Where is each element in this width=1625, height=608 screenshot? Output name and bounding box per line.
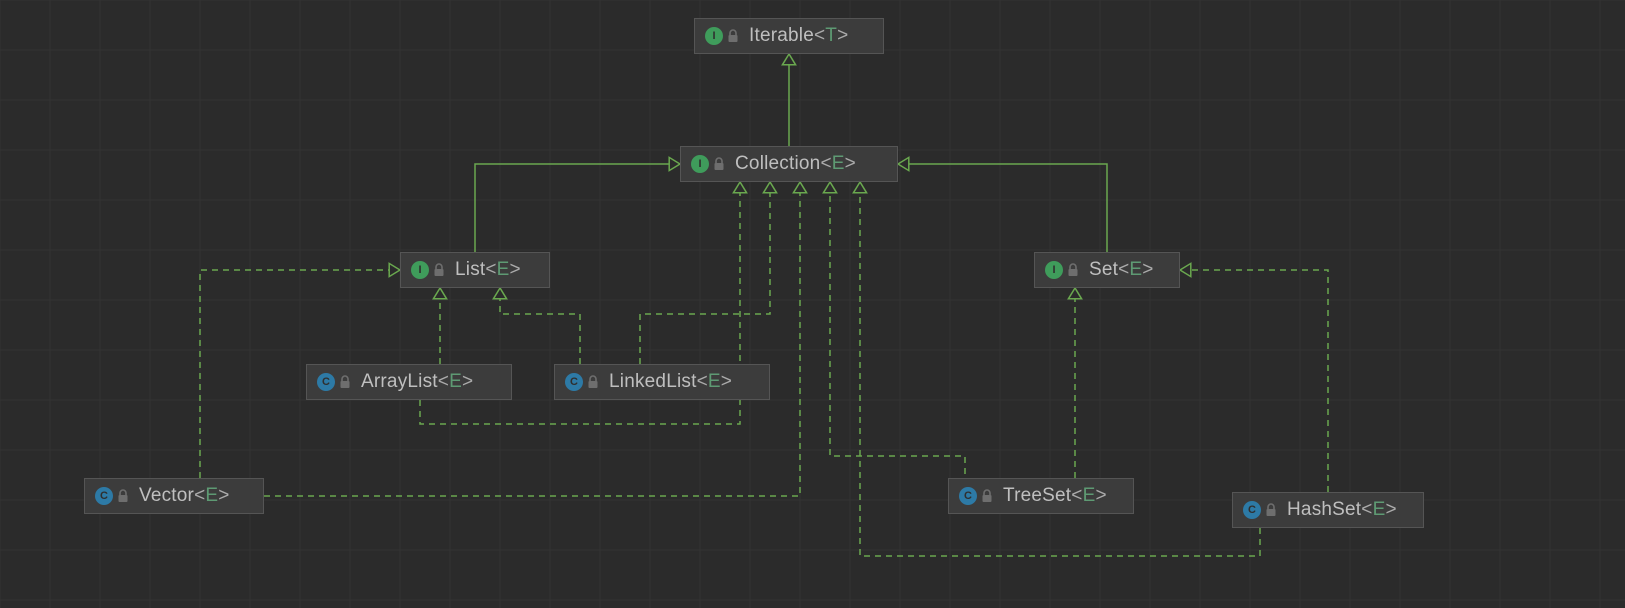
class-badge-icon: C [317,373,335,391]
generic-close: > [845,153,856,174]
generic-open: < [1071,485,1082,506]
lock-icon [727,29,739,43]
lock-icon [713,157,725,171]
generic-close: > [1095,485,1106,506]
lock-icon [1067,263,1079,277]
node-vector[interactable]: C Vector<E> [84,478,264,514]
node-linkedlist[interactable]: C LinkedList<E> [554,364,770,400]
node-label: List<E> [455,259,521,281]
generic-param: E [497,259,510,280]
generic-open: < [1361,499,1372,520]
node-label: Iterable<T> [749,25,848,47]
interface-badge-icon: I [705,27,723,45]
generic-param: E [1083,485,1096,506]
uml-canvas: IIterable<T>ICollection<E>IList<E>ISet<E… [0,0,1625,608]
generic-open: < [485,259,496,280]
generic-close: > [1385,499,1396,520]
generic-param: E [449,371,462,392]
generic-param: T [825,25,837,46]
type-name: HashSet [1287,499,1361,520]
node-label: ArrayList<E> [361,371,473,393]
generic-param: E [1373,499,1386,520]
generic-open: < [814,25,825,46]
type-name: TreeSet [1003,485,1071,506]
lock-icon [433,263,445,277]
type-name: List [455,259,485,280]
type-name: LinkedList [609,371,697,392]
generic-param: E [832,153,845,174]
interface-badge-icon: I [411,261,429,279]
generic-close: > [510,259,521,280]
type-name: Iterable [749,25,814,46]
node-arraylist[interactable]: C ArrayList<E> [306,364,512,400]
class-badge-icon: C [565,373,583,391]
node-label: HashSet<E> [1287,499,1397,521]
generic-param: E [205,485,218,506]
class-badge-icon: C [959,487,977,505]
lock-icon [587,375,599,389]
generic-close: > [218,485,229,506]
node-iterable[interactable]: I Iterable<T> [694,18,884,54]
generic-open: < [1118,259,1129,280]
node-list[interactable]: I List<E> [400,252,550,288]
lock-icon [1265,503,1277,517]
interface-badge-icon: I [691,155,709,173]
generic-open: < [438,371,449,392]
generic-open: < [820,153,831,174]
class-badge-icon: C [95,487,113,505]
node-treeset[interactable]: C TreeSet<E> [948,478,1134,514]
generic-close: > [462,371,473,392]
generic-close: > [837,25,848,46]
type-name: Collection [735,153,820,174]
type-name: Vector [139,485,194,506]
node-label: Set<E> [1089,259,1154,281]
generic-open: < [194,485,205,506]
node-label: LinkedList<E> [609,371,732,393]
interface-badge-icon: I [1045,261,1063,279]
lock-icon [981,489,993,503]
generic-close: > [721,371,732,392]
node-label: TreeSet<E> [1003,485,1107,507]
node-label: Collection<E> [735,153,856,175]
node-collection[interactable]: I Collection<E> [680,146,898,182]
lock-icon [339,375,351,389]
type-name: Set [1089,259,1118,280]
type-name: ArrayList [361,371,438,392]
generic-open: < [697,371,708,392]
lock-icon [117,489,129,503]
generic-param: E [1129,259,1142,280]
class-badge-icon: C [1243,501,1261,519]
node-hashset[interactable]: C HashSet<E> [1232,492,1424,528]
node-label: Vector<E> [139,485,230,507]
generic-close: > [1142,259,1153,280]
node-set[interactable]: I Set<E> [1034,252,1180,288]
generic-param: E [708,371,721,392]
